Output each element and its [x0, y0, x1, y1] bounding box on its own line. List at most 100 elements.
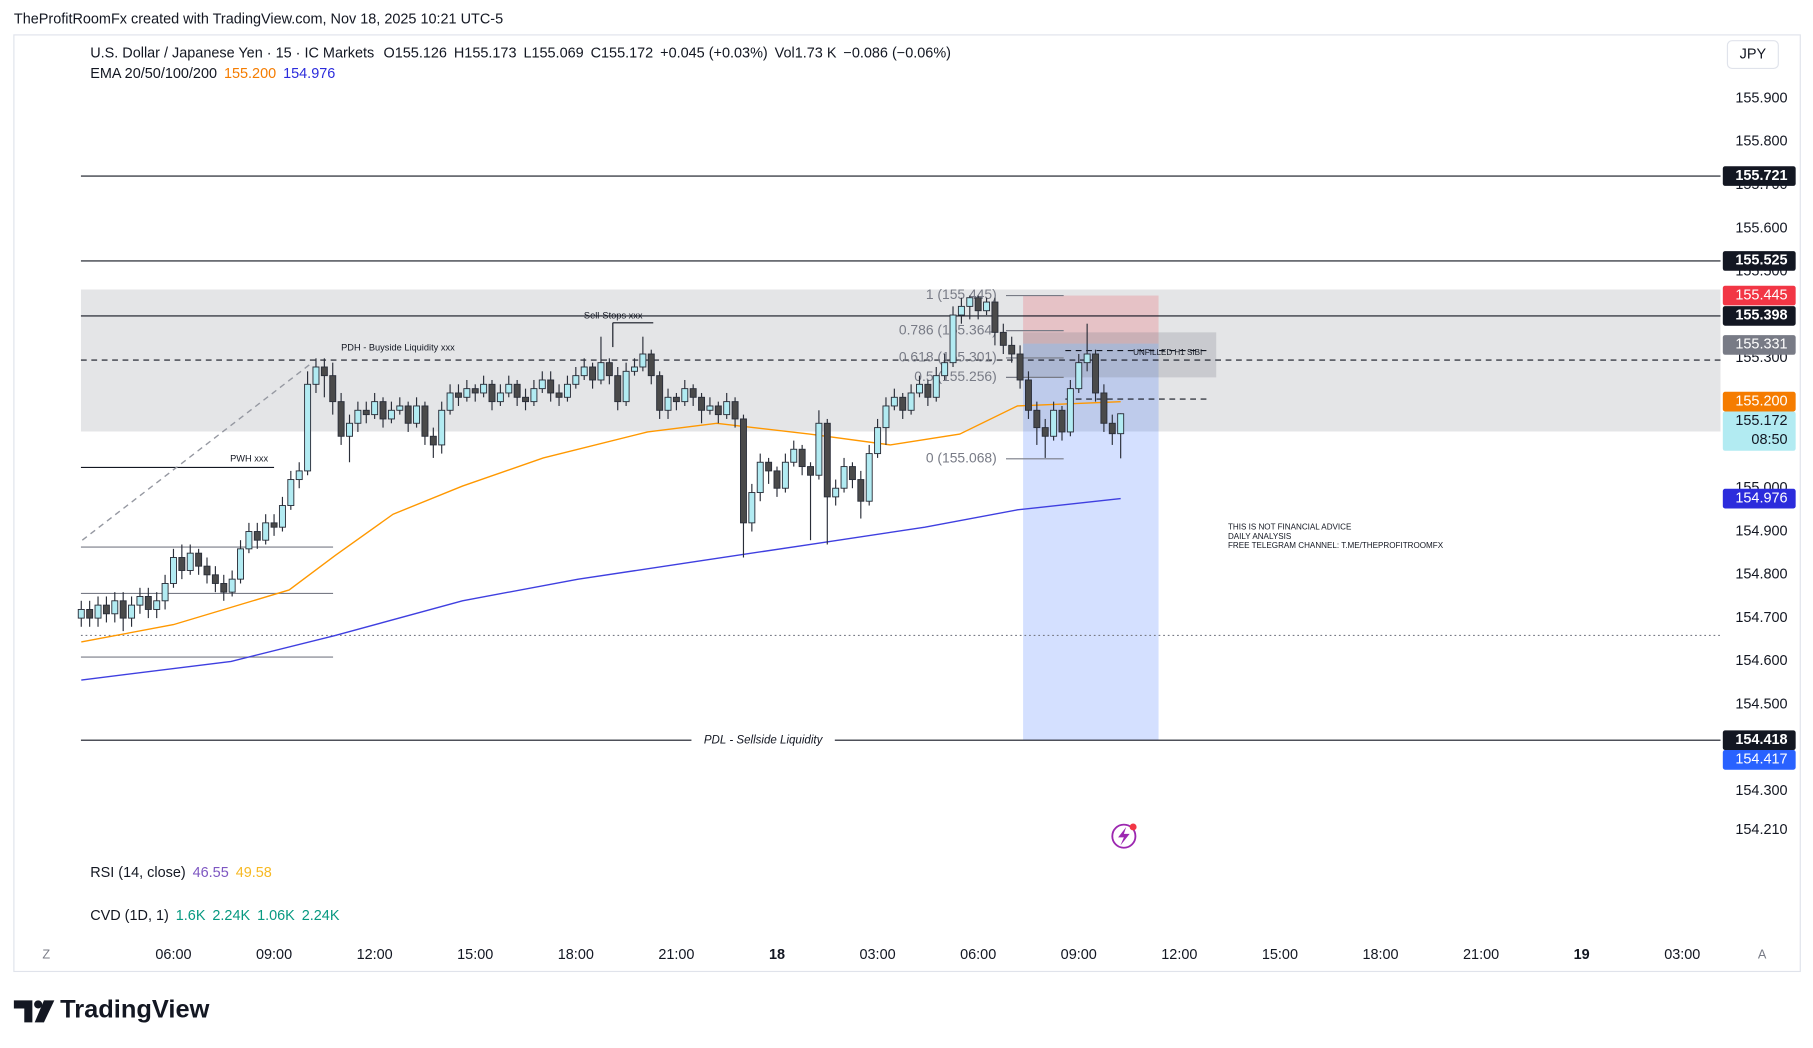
candle-body: [228, 578, 236, 593]
brand-logo: [13, 1000, 55, 1023]
candle-body: [379, 401, 387, 420]
candle-body: [907, 392, 915, 411]
candle-body: [647, 353, 655, 377]
y-tick-label: 154.600: [1735, 653, 1787, 669]
candle-body: [211, 574, 219, 584]
candle-body: [278, 505, 286, 528]
y-tick-label: 154.210: [1735, 822, 1787, 838]
candle-body: [631, 366, 638, 372]
candle-body: [488, 383, 496, 403]
candle-body: [865, 453, 873, 502]
candle-body: [337, 401, 345, 437]
candle-body: [807, 466, 814, 476]
legend-value: +0.045 (+0.03%): [660, 45, 768, 61]
line-series: [81, 497, 1121, 681]
candle-body: [714, 405, 722, 416]
candle-body: [1024, 379, 1032, 411]
candle-body: [790, 448, 798, 463]
fib-label: 0.618 (155.301): [899, 349, 997, 365]
candle-body: [622, 370, 630, 403]
annotation: PDL - Sellside Liquidity: [704, 734, 824, 746]
candle-body: [756, 461, 764, 494]
candle-body: [983, 301, 991, 312]
candle-body: [815, 422, 823, 476]
candle-body: [848, 466, 856, 481]
price-badge: [1722, 251, 1796, 271]
price-badge: [1722, 488, 1796, 509]
annotation: Sell-Stops xxx: [584, 310, 643, 320]
candle-body: [505, 383, 513, 394]
candle-body: [605, 362, 613, 377]
price-badge: [1722, 750, 1796, 770]
currency-button[interactable]: [1726, 40, 1779, 70]
alert-icon[interactable]: [1111, 823, 1137, 849]
y-tick-label: 154.900: [1735, 523, 1787, 539]
price-badge: [1722, 166, 1796, 186]
candle-body: [220, 583, 228, 593]
candle-body: [429, 435, 437, 446]
x-tick-label: 12:00: [1161, 947, 1197, 963]
y-tick-label: 154.300: [1735, 783, 1787, 799]
zone: [1023, 295, 1159, 344]
candle-body: [119, 600, 127, 619]
candle-body: [1117, 413, 1125, 435]
x-tick-label: 06:00: [960, 947, 996, 963]
indicator-legend: CVD (1D, 1) 1.6K 2.24K 1.06K 2.24K: [90, 908, 340, 924]
candle-body: [1050, 409, 1058, 437]
price-badge-label: 155.398: [1735, 308, 1787, 324]
candle-body: [857, 479, 865, 502]
candle-body: [522, 396, 529, 403]
price-badge-label: 155.331: [1735, 337, 1787, 353]
x-tick-label: 15:00: [1262, 947, 1298, 963]
x-tick-label: 18:00: [1362, 947, 1398, 963]
x-tick-label: 21:00: [1463, 947, 1499, 963]
candle-body: [882, 405, 890, 429]
candle-body: [496, 392, 504, 403]
candle-body: [312, 366, 320, 385]
x-tick-label: 21:00: [658, 947, 694, 963]
indicator-legend: EMA 20/50/100/200 155.200 154.976: [90, 66, 335, 82]
candle-body: [689, 388, 697, 398]
candle-body: [748, 492, 756, 524]
line-series: [81, 400, 1121, 643]
x-tick-label: 09:00: [256, 947, 292, 963]
candle-body: [354, 409, 362, 424]
x-tick-label: 12:00: [357, 947, 393, 963]
indicator-name: RSI (14, close): [90, 865, 185, 881]
candle-body: [253, 531, 261, 541]
countdown: 08:50: [1751, 432, 1787, 448]
candle-body: [136, 596, 144, 606]
candle-body: [924, 383, 932, 398]
line-series: [81, 363, 311, 541]
candle-body: [195, 552, 203, 567]
candle-body: [672, 396, 680, 403]
candle-body: [1058, 409, 1066, 433]
currency[interactable]: JPY: [1740, 46, 1767, 62]
candle-body: [614, 375, 622, 403]
axis-button[interactable]: Z: [42, 947, 50, 962]
candle-body: [513, 383, 521, 398]
legend-value: H155.173: [454, 45, 517, 61]
candle-body: [421, 405, 429, 437]
candle-body: [1108, 422, 1116, 435]
candle-body: [144, 596, 152, 610]
candle-body: [589, 366, 597, 381]
x-tick-label: 06:00: [155, 947, 191, 963]
candle-body: [731, 401, 739, 420]
legend-value: O155.126: [384, 45, 447, 61]
y-tick-label: 155.900: [1735, 90, 1787, 106]
x-tick-label: 09:00: [1061, 947, 1097, 963]
candle-body: [1016, 353, 1024, 381]
axis-button[interactable]: A: [1758, 947, 1767, 962]
price-badge-label: 155.172: [1735, 413, 1787, 429]
candle-body: [991, 301, 999, 333]
y-tick-label: 154.700: [1735, 610, 1787, 626]
candle-body: [102, 604, 110, 615]
candle-body: [664, 396, 672, 411]
fib-label: 0.5 (155.256): [914, 368, 996, 384]
price-badge-label: 155.525: [1735, 253, 1787, 269]
annotation: THIS IS NOT FINANCIAL ADVICE: [1228, 523, 1352, 532]
candle-body: [840, 466, 848, 489]
candle-body: [739, 418, 747, 524]
